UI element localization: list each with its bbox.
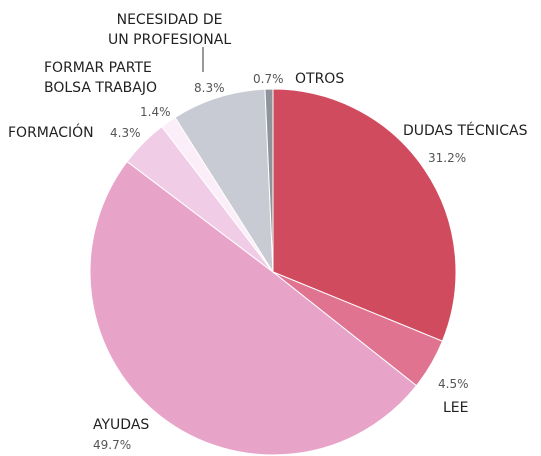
category-label: AYUDAS [93,417,150,433]
pie-slice [89,160,418,456]
category-label: FORMAR PARTE BOLSA TRABAJO [44,60,157,96]
value-label: 31.2% [428,151,467,165]
pie-slice [272,88,457,342]
pie-slice [264,88,274,273]
category-label: NECESIDAD DE UN PROFESIONAL [108,12,232,48]
value-label: 49.7% [93,438,132,452]
category-label: OTROS [295,71,345,87]
value-label: 4.5% [438,377,469,391]
category-label: LEE [443,400,469,416]
value-label: 1.4% [140,105,171,119]
category-label: FORMACIÓN [8,125,94,141]
pie-slice [174,88,274,274]
category-label: DUDAS TÉCNICAS [403,123,528,139]
value-label: 4.3% [110,126,141,140]
value-label: 8.3% [194,81,225,95]
value-label: 0.7% [253,72,284,86]
